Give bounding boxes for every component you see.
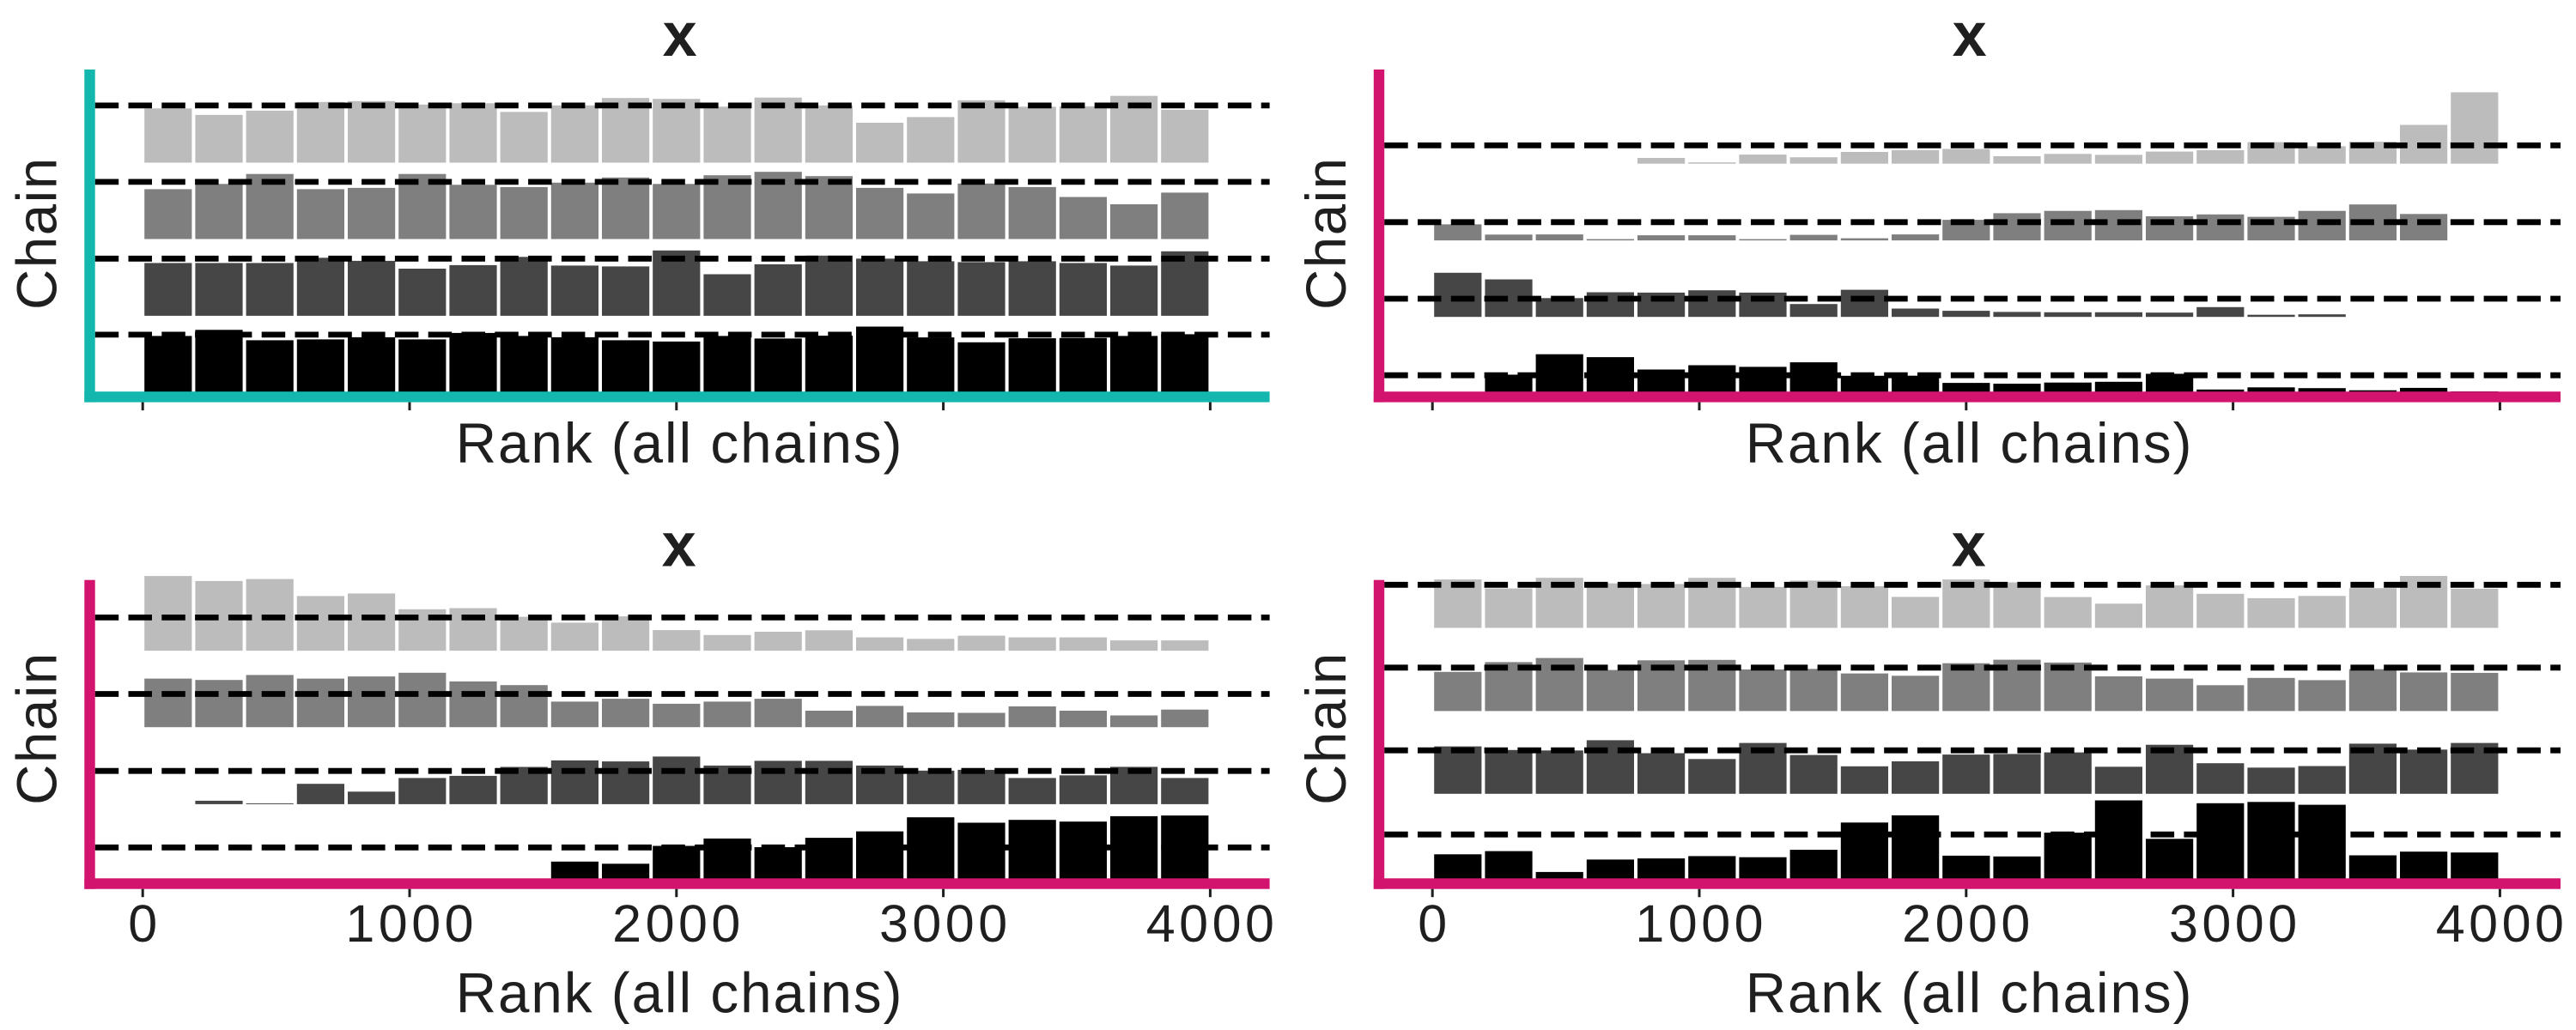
svg-text:Rank (all chains): Rank (all chains): [1746, 412, 2194, 475]
svg-text:Rank (all chains): Rank (all chains): [456, 412, 904, 475]
svg-text:Chain: Chain: [1295, 651, 1358, 805]
svg-text:x: x: [663, 1, 697, 70]
svg-text:Chain: Chain: [6, 651, 69, 805]
svg-text:2000: 2000: [1902, 894, 2034, 953]
svg-text:x: x: [1953, 1, 1987, 70]
svg-text:x: x: [1952, 512, 1986, 580]
svg-text:1000: 1000: [1635, 894, 1767, 953]
svg-text:1000: 1000: [345, 894, 477, 953]
svg-text:Rank (all chains): Rank (all chains): [456, 962, 904, 1025]
svg-text:4000: 4000: [1146, 894, 1279, 953]
svg-text:x: x: [662, 512, 696, 580]
svg-text:3000: 3000: [2169, 894, 2301, 953]
svg-text:3000: 3000: [879, 894, 1012, 953]
svg-text:0: 0: [128, 894, 157, 953]
svg-text:2000: 2000: [612, 894, 744, 953]
svg-text:Chain: Chain: [6, 156, 69, 310]
svg-text:0: 0: [1418, 894, 1447, 953]
svg-text:Rank (all chains): Rank (all chains): [1746, 962, 2194, 1025]
svg-text:4000: 4000: [2436, 894, 2568, 953]
svg-text:Chain: Chain: [1295, 156, 1358, 310]
